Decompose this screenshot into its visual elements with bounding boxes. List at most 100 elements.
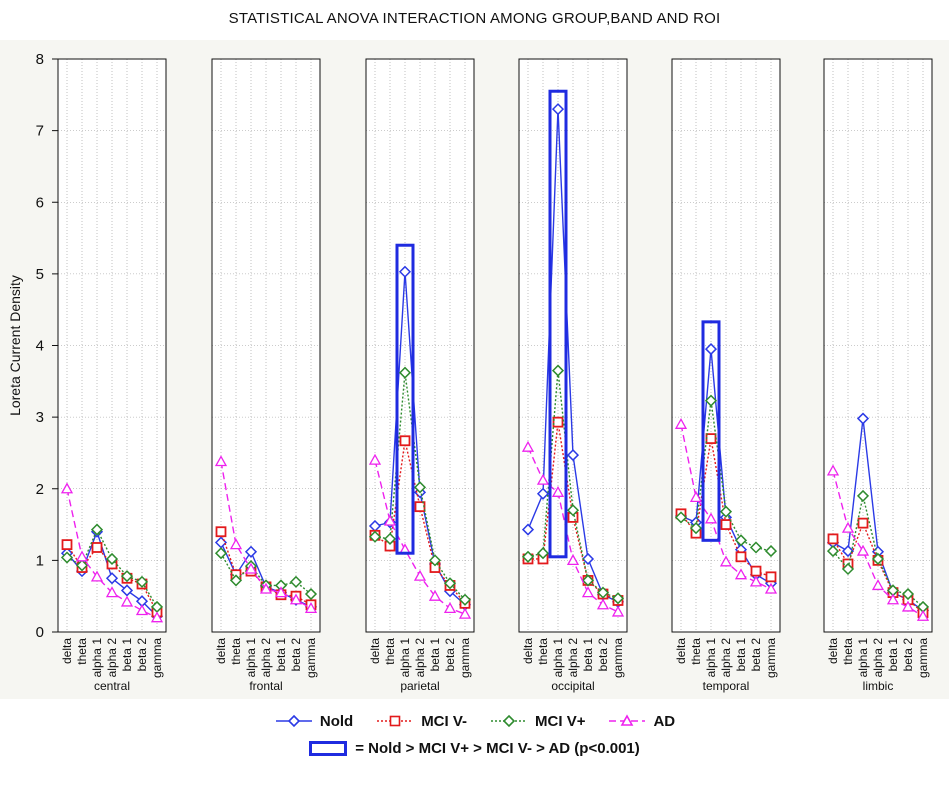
data-point-MCI-V- (414, 501, 426, 513)
legend-highlight-row: = Nold > MCI V+ > MCI V- > AD (p<0.001) (0, 740, 949, 757)
x-tick-label: beta 2 (443, 638, 457, 672)
data-point-MCI-V (871, 552, 885, 566)
highlight-box-parietal (395, 243, 415, 555)
data-point-MCI-V- (765, 571, 777, 583)
data-point-MCI-V (689, 522, 703, 535)
legend-item-Nold: Nold (274, 713, 353, 730)
legend-swatch-icon (609, 714, 646, 726)
legend-label: AD (653, 712, 676, 730)
x-tick-label: beta 1 (581, 638, 595, 672)
data-point-Nold (856, 412, 870, 425)
data-point-MCI-V (229, 574, 243, 587)
data-point-MCI-V (734, 534, 748, 547)
y-tick-label: 7 (36, 123, 44, 140)
data-point-MCI-V (90, 523, 104, 536)
data-point-AD (581, 586, 595, 598)
data-point-MCI-V (398, 366, 412, 379)
x-tick-label: alpha 2 (413, 638, 427, 678)
data-point-MCI-V (826, 545, 840, 558)
x-tick-label: alpha 1 (398, 638, 412, 678)
x-tick-label: alpha 2 (566, 638, 580, 678)
data-point-MCI-V (60, 551, 74, 564)
legend-highlight-label: = Nold > MCI V+ > MCI V- > AD (p<0.001) (355, 740, 640, 757)
panel-frame (57, 58, 167, 633)
data-point-MCI-V (413, 481, 427, 494)
data-point-Nold (551, 103, 565, 116)
data-point-AD (75, 550, 89, 562)
data-point-AD (916, 609, 930, 621)
data-point-Nold (581, 552, 595, 566)
legend-series-row: Nold MCI V- MCI V+ AD (0, 708, 949, 734)
roi-label-occipital: occipital (551, 679, 594, 693)
data-point-AD (60, 482, 74, 494)
data-point-Nold (105, 572, 119, 585)
roi-label-temporal: temporal (703, 679, 750, 693)
data-point-AD (719, 555, 733, 567)
data-point-MCI-V (383, 532, 397, 545)
data-point-MCI-V- (61, 539, 73, 551)
data-point-MCI-V (719, 505, 733, 518)
x-tick-label: gamma (304, 638, 318, 678)
data-point-MCI-V (458, 593, 472, 606)
roi-label-frontal: frontal (249, 679, 282, 693)
panel-frame (823, 58, 933, 633)
legend-item-MCI-V-: MCI V- (375, 713, 467, 730)
legend-swatch-icon (377, 715, 414, 727)
data-point-MCI-V (581, 574, 595, 587)
legend-item-AD: AD (607, 713, 675, 730)
data-point-MCI-V- (399, 435, 411, 447)
data-point-MCI-V (304, 587, 318, 601)
data-point-AD (244, 562, 258, 574)
data-point-MCI-V (901, 587, 915, 601)
y-tick-label: 1 (36, 552, 44, 569)
data-point-MCI-V (856, 489, 870, 502)
data-point-MCI-V (764, 545, 778, 558)
data-point-AD (105, 586, 119, 598)
x-tick-label: theta (75, 638, 89, 665)
data-point-AD (443, 602, 457, 614)
data-point-Nold (521, 523, 535, 536)
data-point-AD (368, 453, 382, 465)
data-point-AD (259, 582, 273, 594)
data-point-MCI-V- (91, 542, 103, 553)
y-tick-label: 8 (36, 51, 44, 68)
x-tick-label: beta 2 (289, 638, 303, 672)
x-tick-label: beta 1 (274, 638, 288, 672)
data-point-AD (886, 593, 900, 605)
data-point-AD (764, 582, 778, 594)
data-point-MCI-V- (215, 526, 227, 538)
x-tick-label: delta (674, 638, 688, 664)
x-tick-label: gamma (611, 638, 625, 678)
data-point-AD (521, 440, 535, 452)
x-tick-label: delta (521, 638, 535, 664)
data-point-AD (611, 605, 625, 617)
data-point-Nold (841, 545, 855, 558)
x-tick-label: theta (383, 638, 397, 665)
data-point-AD (841, 521, 855, 533)
chart-title: STATISTICAL ANOVA INTERACTION AMONG GROU… (228, 10, 721, 27)
data-point-AD (749, 575, 763, 587)
legend-label: MCI V- (421, 712, 468, 730)
x-tick-label: beta 2 (749, 638, 763, 672)
data-point-MCI-V- (705, 433, 717, 445)
data-point-Nold (120, 584, 134, 597)
y-tick-label: 4 (36, 338, 44, 355)
data-point-AD (428, 589, 442, 601)
data-point-AD (135, 604, 149, 616)
data-point-MCI-V (596, 586, 610, 599)
legend-item-MCI-V: MCI V+ (489, 713, 585, 730)
data-point-MCI-V (749, 541, 763, 554)
panel-frame (211, 58, 321, 633)
roi-label-central: central (94, 679, 130, 693)
plot-area-background: Loreta Current Density 0 1 2 3 4 5 6 7 8 delta thet… (0, 40, 949, 699)
x-tick-label: delta (214, 638, 228, 664)
data-point-AD (214, 455, 228, 467)
data-point-AD (120, 595, 134, 607)
x-tick-label: theta (689, 638, 703, 665)
y-tick-label: 3 (36, 409, 44, 426)
panel-frame (518, 58, 628, 633)
x-tick-label: beta 1 (428, 638, 442, 672)
x-tick-label: alpha 1 (704, 638, 718, 678)
y-tick-label: 2 (36, 481, 44, 498)
